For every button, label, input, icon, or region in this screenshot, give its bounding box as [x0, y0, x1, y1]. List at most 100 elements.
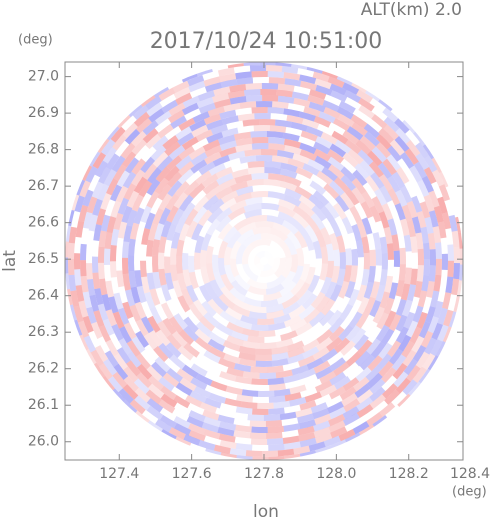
echo-cell	[254, 221, 275, 229]
echo-cell	[226, 230, 242, 249]
echo-cell	[252, 408, 269, 415]
echo-cell	[412, 366, 427, 384]
echo-cell	[112, 134, 127, 151]
echo-cell	[359, 354, 376, 371]
echo-cell	[342, 130, 359, 145]
echo-cell	[215, 186, 233, 200]
echo-cell	[127, 351, 142, 368]
echo-cell	[245, 95, 263, 102]
echo-cell	[236, 229, 255, 245]
echo-cell	[394, 135, 410, 153]
echo-cell	[117, 197, 130, 215]
echo-cell	[242, 371, 260, 379]
echo-cell	[89, 294, 100, 312]
echo-cell	[166, 367, 183, 383]
echo-cell	[124, 157, 140, 174]
echo-cell	[341, 216, 354, 235]
echo-cell	[242, 244, 254, 265]
echo-cell	[155, 110, 172, 126]
echo-cell	[219, 197, 237, 212]
echo-cell	[146, 365, 163, 382]
echo-cell	[325, 243, 334, 261]
echo-cell	[354, 163, 370, 180]
echo-cell	[324, 281, 337, 299]
echo-cell	[406, 200, 418, 219]
echo-cell	[188, 80, 206, 93]
echo-cell	[289, 318, 308, 332]
echo-cell	[319, 263, 328, 281]
echo-cell	[300, 130, 318, 142]
echo-cell	[198, 284, 213, 303]
echo-cell	[268, 321, 286, 331]
echo-cell	[387, 175, 401, 193]
echo-cell	[141, 227, 151, 246]
echo-cell	[116, 170, 130, 188]
echo-cell	[252, 185, 269, 192]
echo-cell	[251, 378, 268, 385]
echo-cell	[166, 171, 183, 188]
echo-cell	[222, 340, 241, 352]
echo-cell	[364, 131, 381, 147]
echo-cell	[206, 263, 216, 282]
echo-cell	[365, 175, 380, 192]
echo-cell	[170, 231, 181, 249]
echo-cell	[339, 303, 354, 321]
echo-cell	[119, 326, 132, 344]
echo-cell	[435, 242, 442, 259]
echo-cell	[403, 358, 418, 376]
echo-cell	[360, 201, 374, 219]
echo-cell	[437, 324, 449, 342]
echo-cell	[134, 395, 151, 411]
echo-cell	[281, 219, 299, 235]
echo-cell	[279, 180, 297, 192]
echo-cell	[206, 218, 221, 236]
echo-cell	[299, 437, 317, 448]
echo-cell	[416, 210, 427, 228]
echo-cell	[345, 248, 352, 266]
echo-cell	[283, 175, 302, 187]
echo-cell	[255, 101, 273, 108]
echo-cell	[401, 204, 413, 222]
echo-cell	[177, 345, 194, 361]
echo-cell	[303, 106, 321, 117]
echo-cell	[117, 221, 128, 239]
echo-cell	[230, 279, 248, 297]
echo-cell	[361, 236, 370, 254]
echo-cell	[299, 74, 317, 85]
echo-cell	[387, 145, 402, 162]
echo-cell	[265, 420, 283, 427]
echo-cell	[374, 188, 388, 206]
echo-cell	[415, 142, 430, 159]
echo-cell	[298, 201, 315, 218]
echo-cell	[369, 249, 377, 267]
echo-cell	[359, 159, 375, 176]
echo-cell	[218, 293, 236, 310]
echo-cell	[109, 184, 123, 202]
echo-cell	[428, 265, 436, 282]
echo-cell	[409, 165, 423, 183]
echo-cell	[129, 399, 146, 415]
echo-cell	[295, 282, 311, 300]
echo-cell	[253, 397, 270, 403]
echo-cell	[403, 311, 416, 329]
echo-cell	[164, 165, 180, 182]
echo-cell	[110, 126, 126, 143]
echo-cell	[391, 171, 406, 189]
echo-cell	[428, 210, 439, 228]
echo-cell	[415, 232, 424, 250]
echo-cell	[68, 242, 75, 259]
echo-cell	[203, 416, 221, 428]
echo-cell	[329, 406, 347, 420]
echo-cell	[236, 77, 254, 85]
echo-cell	[153, 346, 169, 363]
echo-cell	[289, 397, 307, 407]
echo-cell	[178, 117, 196, 131]
echo-cell	[457, 232, 463, 249]
echo-cell	[253, 77, 269, 83]
echo-cell	[297, 413, 315, 424]
echo-cell	[175, 382, 193, 396]
echo-cell	[235, 442, 253, 451]
echo-cell	[405, 320, 419, 338]
echo-cell	[366, 412, 383, 427]
echo-cell	[260, 89, 277, 96]
